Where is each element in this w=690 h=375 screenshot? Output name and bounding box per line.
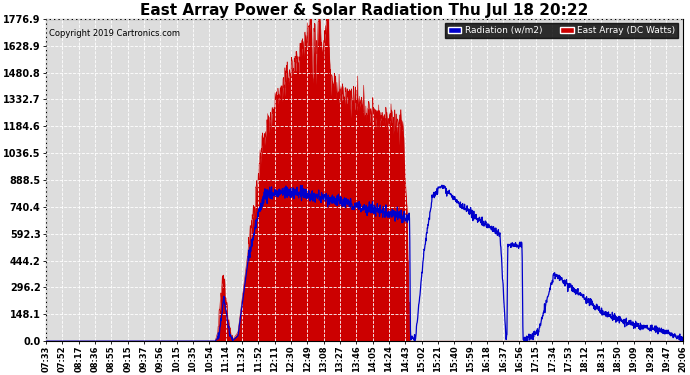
- Text: Copyright 2019 Cartronics.com: Copyright 2019 Cartronics.com: [49, 28, 180, 38]
- Legend: Radiation (w/m2), East Array (DC Watts): Radiation (w/m2), East Array (DC Watts): [445, 24, 678, 38]
- Title: East Array Power & Solar Radiation Thu Jul 18 20:22: East Array Power & Solar Radiation Thu J…: [140, 3, 589, 18]
